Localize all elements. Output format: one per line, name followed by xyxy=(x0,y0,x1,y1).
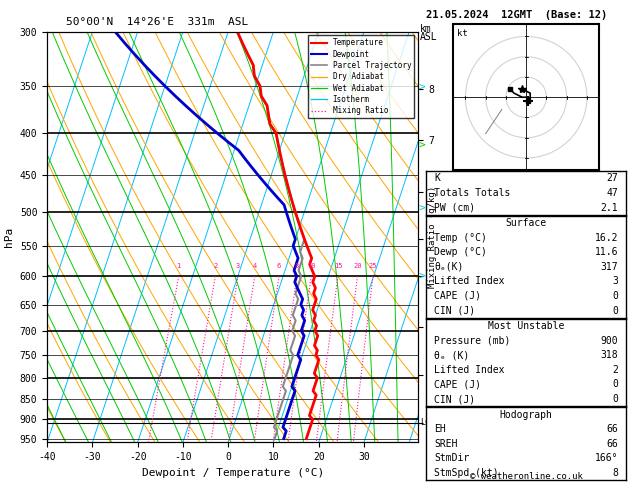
Text: 1: 1 xyxy=(177,263,181,269)
Text: K: K xyxy=(435,174,440,183)
Text: Totals Totals: Totals Totals xyxy=(435,188,511,198)
Text: 3: 3 xyxy=(236,263,240,269)
Legend: Temperature, Dewpoint, Parcel Trajectory, Dry Adiabat, Wet Adiabat, Isotherm, Mi: Temperature, Dewpoint, Parcel Trajectory… xyxy=(308,35,415,118)
X-axis label: Dewpoint / Temperature (°C): Dewpoint / Temperature (°C) xyxy=(142,468,324,478)
Text: 27: 27 xyxy=(606,174,618,183)
Text: StmSpd (kt): StmSpd (kt) xyxy=(435,468,499,478)
Text: 317: 317 xyxy=(600,262,618,272)
Text: Hodograph: Hodograph xyxy=(499,410,553,419)
Text: CIN (J): CIN (J) xyxy=(435,306,476,315)
Text: Surface: Surface xyxy=(506,218,547,228)
Text: CAPE (J): CAPE (J) xyxy=(435,291,481,301)
Text: 0: 0 xyxy=(612,291,618,301)
Text: 2.1: 2.1 xyxy=(600,203,618,212)
Text: 2: 2 xyxy=(213,263,218,269)
Text: 25: 25 xyxy=(369,263,377,269)
Text: 50°00'N  14°26'E  331m  ASL: 50°00'N 14°26'E 331m ASL xyxy=(66,17,248,27)
Text: km: km xyxy=(420,24,431,35)
Text: 21.05.2024  12GMT  (Base: 12): 21.05.2024 12GMT (Base: 12) xyxy=(426,10,608,20)
Text: 0: 0 xyxy=(612,394,618,404)
Text: >: > xyxy=(419,272,426,282)
Text: 6: 6 xyxy=(277,263,281,269)
Text: 166°: 166° xyxy=(594,453,618,463)
Text: © weatheronline.co.uk: © weatheronline.co.uk xyxy=(470,472,582,481)
Text: 900: 900 xyxy=(600,336,618,346)
Text: >: > xyxy=(419,83,426,92)
Text: StmDir: StmDir xyxy=(435,453,470,463)
Text: 16.2: 16.2 xyxy=(594,233,618,243)
Text: 0: 0 xyxy=(612,306,618,315)
Text: 8: 8 xyxy=(295,263,299,269)
Text: Pressure (mb): Pressure (mb) xyxy=(435,336,511,346)
Text: 15: 15 xyxy=(333,263,342,269)
Text: 8: 8 xyxy=(612,468,618,478)
Text: 4: 4 xyxy=(253,263,257,269)
Text: 0: 0 xyxy=(612,380,618,389)
Text: >: > xyxy=(419,204,426,214)
Text: Dewp (°C): Dewp (°C) xyxy=(435,247,487,257)
Text: Lifted Index: Lifted Index xyxy=(435,277,505,286)
Text: 2: 2 xyxy=(612,365,618,375)
Text: CIN (J): CIN (J) xyxy=(435,394,476,404)
Text: Lifted Index: Lifted Index xyxy=(435,365,505,375)
Text: Temp (°C): Temp (°C) xyxy=(435,233,487,243)
Text: PW (cm): PW (cm) xyxy=(435,203,476,212)
Text: ASL: ASL xyxy=(420,32,437,42)
Y-axis label: hPa: hPa xyxy=(4,227,14,247)
Text: kt: kt xyxy=(457,30,468,38)
Text: 66: 66 xyxy=(606,424,618,434)
Text: 20: 20 xyxy=(353,263,362,269)
Text: SREH: SREH xyxy=(435,439,458,449)
Text: 10: 10 xyxy=(307,263,316,269)
Text: Mixing Ratio (g/kg): Mixing Ratio (g/kg) xyxy=(428,186,437,288)
Text: θₑ (K): θₑ (K) xyxy=(435,350,470,360)
Text: 3: 3 xyxy=(612,277,618,286)
Text: 66: 66 xyxy=(606,439,618,449)
Text: θₑ(K): θₑ(K) xyxy=(435,262,464,272)
Text: 11.6: 11.6 xyxy=(594,247,618,257)
Text: 47: 47 xyxy=(606,188,618,198)
Text: >: > xyxy=(419,141,426,151)
Text: LCL: LCL xyxy=(420,418,435,427)
Text: Most Unstable: Most Unstable xyxy=(488,321,564,331)
Text: 318: 318 xyxy=(600,350,618,360)
Text: EH: EH xyxy=(435,424,446,434)
Text: CAPE (J): CAPE (J) xyxy=(435,380,481,389)
